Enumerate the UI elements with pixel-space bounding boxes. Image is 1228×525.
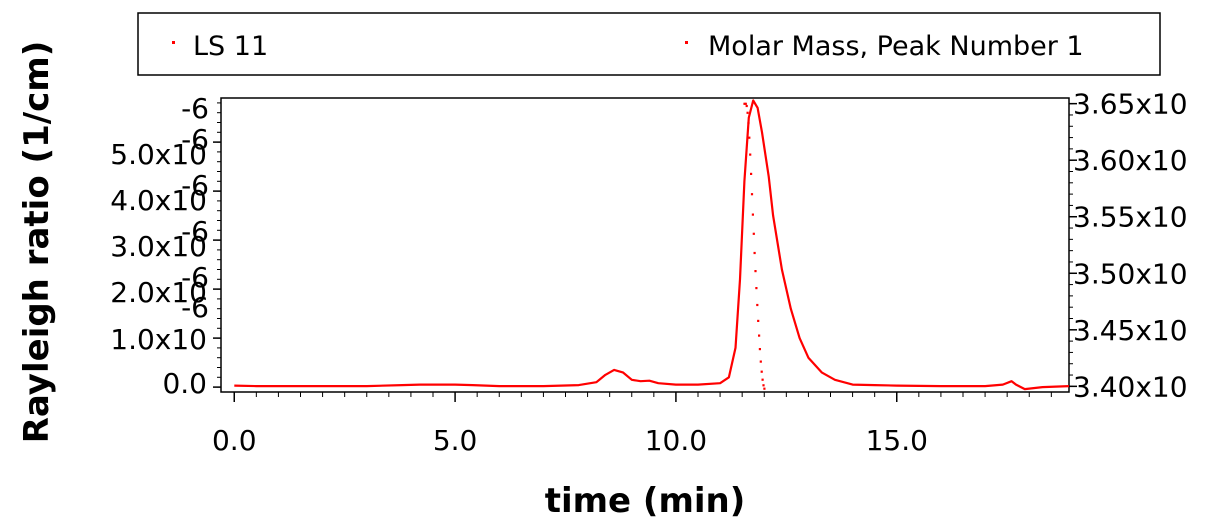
y2-tick-label: 3.55x10 xyxy=(1073,201,1188,234)
data-point-molar-mass xyxy=(755,287,758,290)
data-point-molar-mass xyxy=(753,251,756,255)
data-point-molar-mass xyxy=(745,104,748,108)
data-point-molar-mass xyxy=(750,172,753,175)
data-point-molar-mass xyxy=(747,121,750,125)
data-point-molar-mass xyxy=(754,270,757,273)
y-tick-exponent: -6 xyxy=(181,92,209,125)
y2-tick-label: 3.40x10 xyxy=(1073,370,1188,403)
y-tick-label: 2.0x10 xyxy=(110,276,207,309)
legend-label-molar-mass: Molar Mass, Peak Number 1 xyxy=(708,31,1084,62)
data-point-molar-mass xyxy=(761,378,764,381)
series-layer xyxy=(234,99,1070,391)
legend-marker-ls11 xyxy=(172,41,175,44)
data-point-molar-mass xyxy=(749,153,752,156)
data-point-molar-mass xyxy=(760,370,763,373)
y2-tick-label: 3.65x10 xyxy=(1073,88,1188,121)
data-point-molar-mass xyxy=(750,193,754,196)
y2-tick-label: 3.50x10 xyxy=(1073,257,1188,290)
x-tick-label: 10.0 xyxy=(645,424,707,457)
series-line-ls11 xyxy=(234,99,1070,391)
y2-tick-label: 3.45x10 xyxy=(1073,314,1188,347)
data-point-molar-mass xyxy=(744,102,747,105)
y-axis-title: Rayleigh ratio (1/cm) xyxy=(17,41,57,444)
y-tick-exponent: -6 xyxy=(181,215,209,248)
legend-marker-molar-mass xyxy=(685,41,688,44)
data-point-molar-mass xyxy=(746,111,749,114)
y-tick-exponent: -6 xyxy=(181,261,209,294)
data-point-molar-mass xyxy=(762,384,765,387)
data-point-molar-mass xyxy=(757,319,760,322)
x-axis-title: time (min) xyxy=(545,481,746,521)
data-point-molar-mass xyxy=(748,136,751,139)
legend: LS 11 Molar Mass, Peak Number 1 xyxy=(137,12,1161,76)
y-axis-right: 3.40x10 3.45x10 3.50x10 3.55x10 3.60x10 3.65x… xyxy=(1069,88,1188,403)
y-tick-label: 1.0x10 xyxy=(110,323,207,356)
data-point-molar-mass xyxy=(763,387,766,390)
data-point-molar-mass xyxy=(756,303,759,307)
y-axis-left-labels: 0.0 1.0x10 2.0x10 3.0x10 4.0x10 5.0x10 -… xyxy=(110,92,209,400)
y2-tick-label: 3.60x10 xyxy=(1073,144,1188,177)
y-tick-exponent: -6 xyxy=(181,291,209,324)
y-tick-exponent: -6 xyxy=(181,169,209,202)
x-tick-label: 0.0 xyxy=(212,424,257,457)
data-point-molar-mass xyxy=(743,102,746,105)
y-tick-label: 3.0x10 xyxy=(110,230,207,263)
plot-frame xyxy=(220,97,1070,393)
legend-box xyxy=(137,12,1161,76)
y-tick-label: 4.0x10 xyxy=(110,184,207,217)
x-axis: 0.0 5.0 10.0 15.0 xyxy=(212,392,1052,457)
y-tick-label: 5.0x10 xyxy=(110,138,207,171)
data-point-molar-mass xyxy=(758,348,761,351)
y-tick-exponent: -6 xyxy=(181,123,209,156)
x-tick-label: 5.0 xyxy=(433,424,478,457)
data-point-molar-mass xyxy=(751,213,754,216)
x-tick-label: 15.0 xyxy=(866,424,928,457)
data-point-molar-mass xyxy=(758,334,761,337)
data-point-molar-mass xyxy=(752,232,755,235)
legend-label-ls11: LS 11 xyxy=(193,31,268,62)
y-tick-label: 0.0 xyxy=(162,367,207,400)
data-point-molar-mass xyxy=(759,360,762,363)
y-axis-left xyxy=(213,102,221,388)
